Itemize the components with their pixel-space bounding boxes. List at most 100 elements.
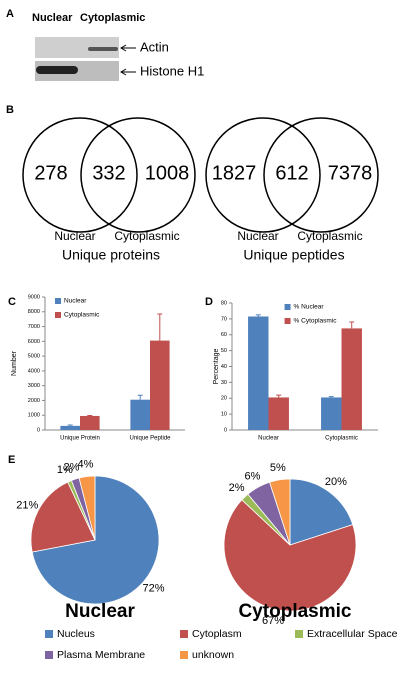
venn-count: 612 (275, 162, 308, 184)
y-tick-label: 0 (37, 427, 40, 433)
y-tick-label: 0 (224, 427, 227, 433)
slice-label: 6% (244, 471, 260, 483)
legend-swatch (284, 304, 291, 310)
bar (150, 340, 170, 430)
error-bar (276, 394, 282, 398)
error-bar (137, 394, 143, 400)
bar (341, 328, 362, 430)
legend-label: Extracellular Space (307, 628, 398, 640)
y-tick-label: 8000 (28, 309, 40, 315)
venn-count: 1827 (212, 162, 257, 184)
y-tick-label: 70 (221, 316, 227, 322)
x-tick-label: Nuclear (258, 436, 279, 442)
band-label: Actin (140, 39, 169, 54)
blot-strip (35, 37, 119, 58)
legend-swatch (55, 312, 61, 318)
y-tick-label: 5000 (28, 354, 40, 360)
pie-slice (223, 499, 357, 612)
panel-letter: A (6, 8, 14, 20)
slice-label: 20% (325, 476, 347, 488)
pie-title: Nuclear (65, 601, 135, 622)
y-tick-label: 50 (221, 348, 227, 354)
panel-letter: B (6, 104, 14, 116)
pie-slice (78, 475, 96, 541)
y-tick-label: 4000 (28, 368, 40, 374)
slice-label: 4% (78, 459, 94, 471)
bar (130, 399, 150, 430)
blot-band (88, 47, 118, 51)
slice-label: 2% (229, 482, 245, 494)
panel-letter: D (205, 296, 213, 308)
error-bar (67, 424, 73, 426)
bar (60, 425, 80, 430)
slice-label: 2% (64, 462, 80, 474)
error-bar (157, 313, 163, 341)
legend-swatch (284, 318, 291, 324)
slice-label: 21% (16, 499, 38, 511)
set-label: Cytoplasmic (297, 229, 362, 243)
pie-slice (30, 481, 96, 553)
bar (80, 415, 100, 430)
y-tick-label: 30 (221, 380, 227, 386)
legend-label: % Nuclear (294, 304, 325, 311)
venn-count: 1008 (145, 162, 190, 184)
arrow (120, 44, 136, 52)
venn-circle (80, 117, 196, 233)
pie-title: Cytoplasmic (239, 601, 352, 622)
slice-label: 1% (57, 464, 73, 476)
legend-label: Plasma Membrane (57, 649, 145, 661)
y-tick-label: 60 (221, 332, 227, 338)
bar (321, 397, 342, 430)
set-label: Nuclear (237, 229, 278, 243)
y-axis-label: Number (11, 350, 18, 376)
slice-label: 72% (143, 582, 165, 594)
y-tick-label: 40 (221, 364, 227, 370)
slice-label: 5% (270, 462, 286, 474)
x-tick-label: Cytoplasmic (325, 436, 358, 442)
venn-title: Unique peptides (243, 247, 344, 263)
legend-label: Nucleus (57, 628, 95, 640)
venn-count: 278 (34, 162, 67, 184)
y-tick-label: 9000 (28, 294, 40, 300)
legend-swatch (45, 651, 53, 659)
y-tick-label: 2000 (28, 398, 40, 404)
lane-label: Cytoplasmic (80, 12, 145, 24)
legend-label: Cytoplasmic (64, 312, 100, 319)
y-tick-label: 7000 (28, 324, 40, 330)
arrow (120, 68, 136, 76)
band-label: Histone H1 (140, 63, 204, 78)
venn-circle (263, 117, 379, 233)
y-axis-label: Percentage (213, 348, 220, 384)
legend-swatch (295, 630, 303, 638)
legend-swatch (55, 298, 61, 304)
set-label: Nuclear (54, 229, 95, 243)
slice-label: 67% (262, 615, 284, 627)
blot-band (36, 66, 78, 74)
venn-count: 332 (92, 162, 125, 184)
venn-circle (205, 117, 321, 233)
legend-swatch (45, 630, 53, 638)
error-bar (328, 396, 334, 398)
bar (268, 397, 289, 430)
x-tick-label: Unique Peptide (129, 436, 171, 442)
legend-swatch (180, 630, 188, 638)
legend-label: Cytoplasm (192, 628, 242, 640)
y-tick-label: 1000 (28, 413, 40, 419)
panel-letter: C (8, 296, 16, 308)
panel-letter: E (8, 454, 15, 466)
pie-slice (31, 475, 160, 605)
error-bar (255, 314, 261, 317)
error-bar (349, 321, 355, 329)
y-tick-label: 6000 (28, 339, 40, 345)
y-tick-label: 10 (221, 412, 227, 418)
set-label: Cytoplasmic (114, 229, 179, 243)
pie-slice (269, 478, 291, 546)
legend-swatch (180, 651, 188, 659)
venn-count: 7378 (328, 162, 373, 184)
pie-slice (289, 478, 354, 546)
venn-title: Unique proteins (62, 247, 160, 263)
x-tick-label: Unique Protein (60, 436, 100, 442)
bar (248, 316, 269, 430)
y-tick-label: 3000 (28, 383, 40, 389)
